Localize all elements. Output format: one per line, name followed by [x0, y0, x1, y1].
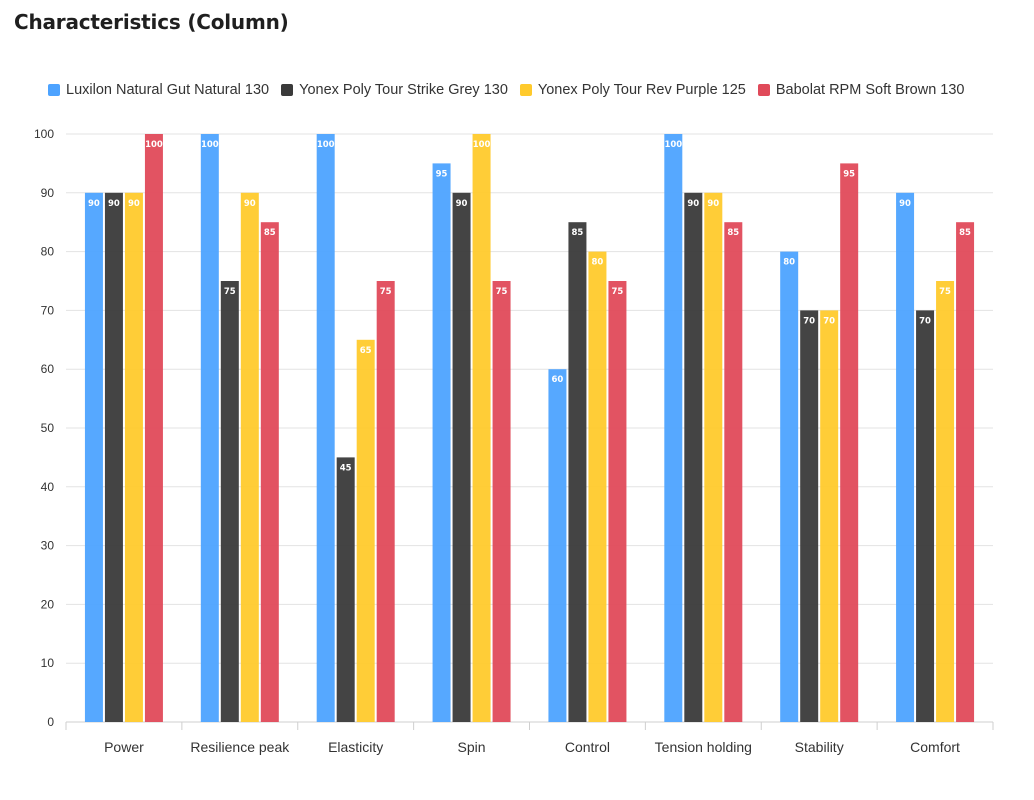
- x-tick-label: Comfort: [910, 739, 960, 755]
- chart-title: Characteristics (Column): [14, 10, 289, 34]
- x-tick-label: Stability: [795, 739, 844, 755]
- data-label: 100: [664, 140, 682, 150]
- data-label: 80: [783, 258, 795, 268]
- data-label: 100: [145, 140, 163, 150]
- y-tick-label: 40: [41, 480, 55, 494]
- bar: [376, 281, 395, 722]
- bar: [568, 222, 587, 722]
- data-label: 85: [264, 228, 276, 238]
- chart-legend: Luxilon Natural Gut Natural 130 Yonex Pol…: [48, 82, 964, 98]
- data-label: 100: [317, 140, 335, 150]
- y-tick-label: 100: [34, 127, 54, 141]
- bar: [240, 192, 259, 723]
- data-label: 80: [592, 258, 604, 268]
- legend-item-3[interactable]: Babolat RPM Soft Brown 130: [757, 82, 965, 98]
- bar: [936, 281, 955, 722]
- y-tick-label: 20: [41, 597, 55, 611]
- data-label: 75: [496, 287, 508, 297]
- y-tick-label: 70: [41, 303, 55, 317]
- data-label: 70: [803, 316, 815, 326]
- legend-item-0[interactable]: Luxilon Natural Gut Natural 130: [48, 82, 269, 98]
- y-tick-label: 60: [41, 362, 55, 376]
- bar: [220, 281, 239, 722]
- data-label: 90: [899, 199, 911, 209]
- data-label: 90: [128, 199, 140, 209]
- data-label: 90: [456, 199, 468, 209]
- data-label: 90: [244, 199, 256, 209]
- data-label: 90: [687, 199, 699, 209]
- data-label: 95: [436, 169, 448, 179]
- bar: [316, 134, 335, 722]
- data-label: 100: [473, 140, 491, 150]
- y-tick-label: 10: [41, 656, 55, 670]
- data-label: 75: [612, 287, 624, 297]
- data-label: 100: [201, 140, 219, 150]
- bar: [452, 192, 471, 723]
- bar: [780, 251, 799, 722]
- data-label: 75: [224, 287, 236, 297]
- bar: [492, 281, 511, 722]
- data-label: 65: [360, 346, 372, 356]
- bar: [336, 457, 355, 722]
- data-label: 90: [88, 199, 100, 209]
- x-tick-label: Resilience peak: [190, 739, 290, 755]
- data-label: 45: [340, 463, 352, 473]
- legend-label: Luxilon Natural Gut Natural 130: [66, 82, 270, 98]
- data-label: 95: [843, 169, 855, 179]
- data-label: 75: [939, 287, 951, 297]
- y-tick-label: 90: [41, 186, 55, 200]
- bar: [684, 192, 703, 723]
- bar: [800, 310, 819, 722]
- legend-item-1[interactable]: Yonex Poly Tour Strike Grey 130: [281, 82, 508, 98]
- bar: [840, 163, 859, 722]
- data-label: 70: [919, 316, 931, 326]
- bar: [896, 192, 915, 723]
- y-tick-label: 80: [41, 245, 55, 259]
- bar: [548, 369, 567, 722]
- x-tick-label: Control: [565, 739, 610, 755]
- legend-item-2[interactable]: Yonex Poly Tour Rev Purple 125: [519, 82, 746, 98]
- x-tick-label: Power: [104, 739, 144, 755]
- bar: [432, 163, 451, 722]
- bar: [144, 134, 163, 722]
- legend-swatch: [48, 84, 60, 96]
- legend-swatch: [281, 84, 294, 96]
- data-label: 75: [380, 287, 392, 297]
- bar: [724, 222, 743, 722]
- bar: [916, 310, 935, 722]
- bar: [472, 134, 491, 722]
- legend-label: Yonex Poly Tour Strike Grey 130: [299, 82, 508, 98]
- data-label: 90: [108, 199, 120, 209]
- bar: [200, 134, 219, 722]
- bar: [84, 192, 103, 723]
- legend-swatch: [519, 84, 532, 96]
- y-tick-label: 0: [47, 715, 54, 729]
- data-label: 90: [707, 199, 719, 209]
- legend-swatch: [757, 84, 770, 96]
- bar: [820, 310, 839, 722]
- legend-label: Babolat RPM Soft Brown 130: [775, 82, 965, 98]
- bar: [104, 192, 123, 723]
- bar: [608, 281, 627, 722]
- data-label: 85: [959, 228, 971, 238]
- data-label: 85: [727, 228, 739, 238]
- data-label: 85: [572, 228, 584, 238]
- y-tick-label: 50: [41, 421, 55, 435]
- bar: [356, 339, 375, 722]
- data-label: 70: [823, 316, 835, 326]
- bar: [124, 192, 143, 723]
- bar: [956, 222, 975, 722]
- bar: [260, 222, 279, 722]
- x-tick-label: Spin: [458, 739, 486, 755]
- x-tick-label: Elasticity: [328, 739, 383, 755]
- bar: [664, 134, 683, 722]
- legend-label: Yonex Poly Tour Rev Purple 125: [537, 82, 746, 98]
- y-tick-label: 30: [41, 539, 55, 553]
- data-label: 60: [552, 375, 564, 385]
- x-tick-label: Tension holding: [655, 739, 752, 755]
- bar: [588, 251, 607, 722]
- bar: [704, 192, 723, 723]
